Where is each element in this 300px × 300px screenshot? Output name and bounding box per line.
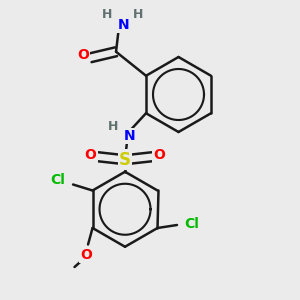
Text: Cl: Cl [51, 173, 65, 187]
Text: O: O [154, 148, 166, 162]
Text: H: H [133, 8, 144, 21]
Text: H: H [102, 8, 112, 21]
Text: O: O [85, 148, 97, 162]
Text: H: H [108, 120, 118, 133]
Text: N: N [124, 129, 135, 143]
Text: O: O [77, 48, 89, 62]
Text: Cl: Cl [184, 217, 200, 230]
Text: S: S [119, 151, 131, 169]
Text: N: N [118, 18, 129, 32]
Text: O: O [81, 248, 92, 262]
